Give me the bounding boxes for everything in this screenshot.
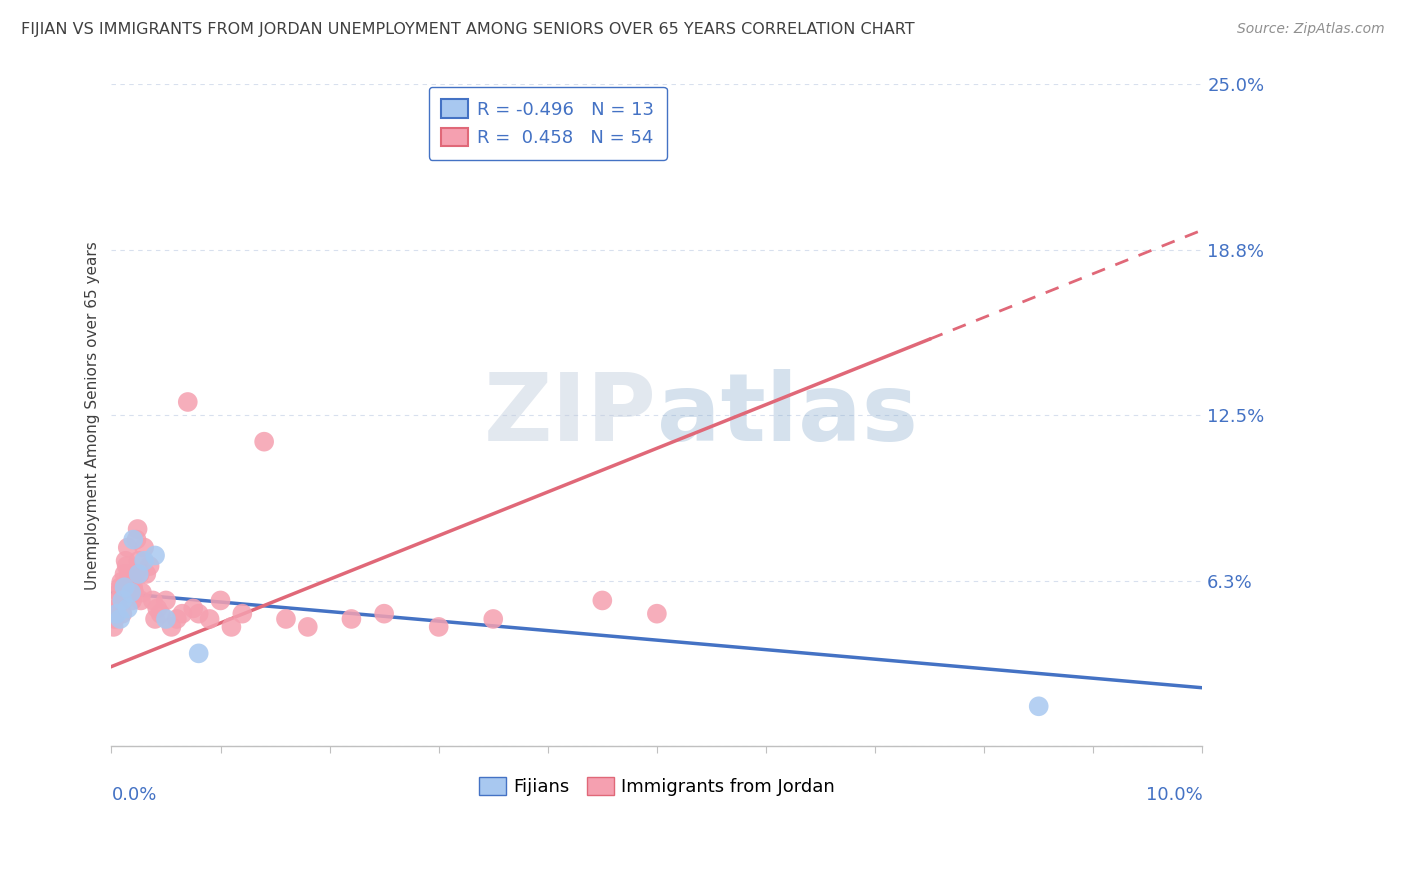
Point bbox=[107, 593, 129, 607]
Point bbox=[112, 593, 135, 607]
Point bbox=[172, 607, 194, 621]
Point bbox=[120, 574, 142, 589]
Point bbox=[122, 533, 145, 547]
Text: ZIP: ZIP bbox=[484, 369, 657, 461]
Point bbox=[122, 580, 145, 594]
Point bbox=[209, 593, 232, 607]
Point bbox=[187, 646, 209, 660]
Text: 10.0%: 10.0% bbox=[1146, 786, 1202, 804]
Point bbox=[645, 607, 668, 621]
Text: atlas: atlas bbox=[657, 369, 918, 461]
Point bbox=[221, 620, 243, 634]
Point bbox=[482, 612, 505, 626]
Point bbox=[187, 607, 209, 621]
Text: FIJIAN VS IMMIGRANTS FROM JORDAN UNEMPLOYMENT AMONG SENIORS OVER 65 YEARS CORREL: FIJIAN VS IMMIGRANTS FROM JORDAN UNEMPLO… bbox=[21, 22, 915, 37]
Y-axis label: Unemployment Among Seniors over 65 years: Unemployment Among Seniors over 65 years bbox=[86, 241, 100, 590]
Point bbox=[103, 620, 125, 634]
Point bbox=[166, 612, 188, 626]
Point bbox=[297, 620, 319, 634]
Point bbox=[125, 533, 148, 547]
Point bbox=[134, 554, 156, 568]
Point bbox=[110, 574, 132, 589]
Point bbox=[117, 601, 139, 615]
Point bbox=[253, 434, 276, 449]
Legend: Fijians, Immigrants from Jordan: Fijians, Immigrants from Jordan bbox=[471, 769, 842, 803]
Point bbox=[114, 566, 136, 581]
Point bbox=[427, 620, 450, 634]
Point bbox=[198, 612, 221, 626]
Point bbox=[114, 580, 136, 594]
Point bbox=[373, 607, 395, 621]
Point bbox=[146, 601, 169, 615]
Point bbox=[160, 620, 183, 634]
Point bbox=[131, 585, 153, 599]
Point bbox=[118, 566, 141, 581]
Point bbox=[128, 554, 150, 568]
Point bbox=[231, 607, 253, 621]
Point bbox=[121, 593, 143, 607]
Point bbox=[111, 607, 134, 621]
Point bbox=[177, 395, 200, 409]
Point bbox=[128, 566, 150, 581]
Point bbox=[591, 593, 613, 607]
Point bbox=[108, 612, 131, 626]
Point bbox=[142, 593, 165, 607]
Text: 0.0%: 0.0% bbox=[111, 786, 157, 804]
Point bbox=[120, 585, 142, 599]
Point bbox=[1028, 699, 1050, 714]
Point bbox=[117, 541, 139, 555]
Point bbox=[108, 580, 131, 594]
Point bbox=[340, 612, 363, 626]
Point bbox=[115, 559, 138, 574]
Point bbox=[128, 566, 150, 581]
Point bbox=[135, 566, 157, 581]
Point bbox=[138, 559, 160, 574]
Text: Source: ZipAtlas.com: Source: ZipAtlas.com bbox=[1237, 22, 1385, 37]
Point bbox=[114, 554, 136, 568]
Point bbox=[274, 612, 297, 626]
Point bbox=[104, 607, 127, 621]
Point bbox=[104, 612, 127, 626]
Point bbox=[149, 607, 172, 621]
Point bbox=[118, 585, 141, 599]
Point bbox=[108, 585, 131, 599]
Point bbox=[181, 601, 204, 615]
Point bbox=[105, 601, 128, 615]
Point bbox=[134, 541, 156, 555]
Point bbox=[155, 593, 177, 607]
Point bbox=[129, 593, 152, 607]
Point bbox=[124, 585, 146, 599]
Point bbox=[111, 593, 134, 607]
Point bbox=[155, 612, 177, 626]
Point bbox=[124, 566, 146, 581]
Point bbox=[143, 612, 166, 626]
Point bbox=[143, 549, 166, 563]
Point bbox=[127, 522, 149, 536]
Point bbox=[105, 607, 128, 621]
